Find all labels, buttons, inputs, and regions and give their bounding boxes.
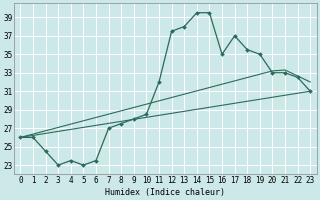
- X-axis label: Humidex (Indice chaleur): Humidex (Indice chaleur): [105, 188, 225, 197]
